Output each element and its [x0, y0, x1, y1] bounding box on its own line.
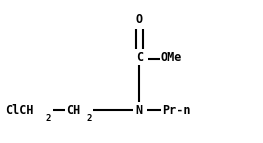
Text: 2: 2 — [45, 114, 50, 123]
Text: O: O — [136, 13, 143, 26]
Text: ClCH: ClCH — [5, 104, 34, 117]
Text: OMe: OMe — [160, 51, 182, 64]
Text: 2: 2 — [87, 114, 92, 123]
Text: C: C — [136, 51, 143, 64]
Text: N: N — [136, 104, 143, 117]
Text: CH: CH — [66, 104, 80, 117]
Text: Pr-n: Pr-n — [163, 104, 191, 117]
